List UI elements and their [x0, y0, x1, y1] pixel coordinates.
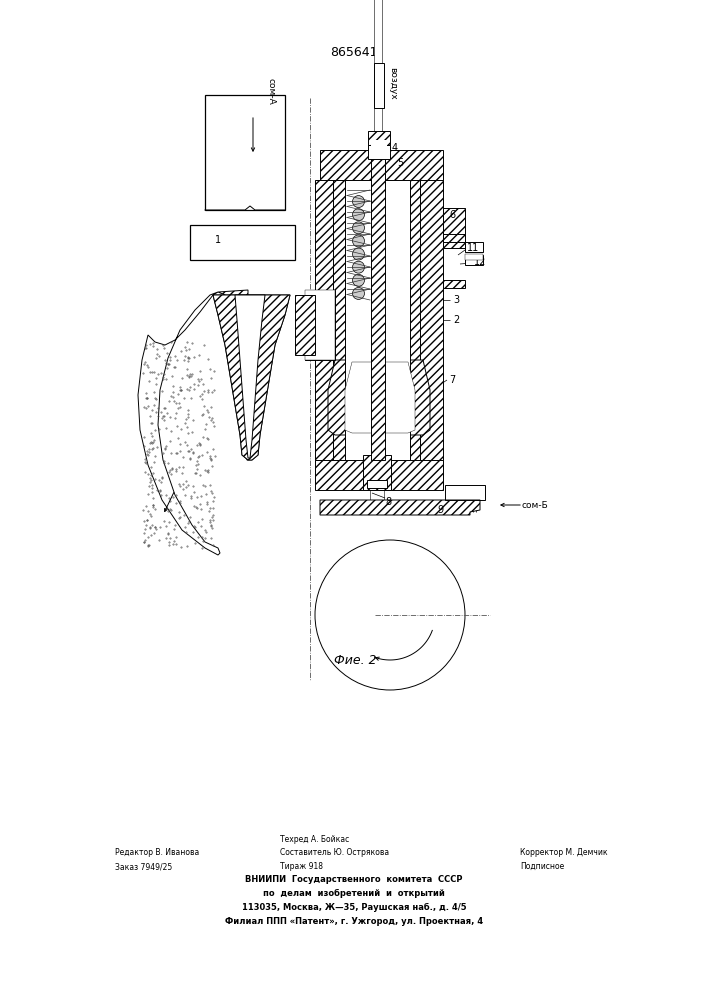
- Text: 2: 2: [453, 315, 459, 325]
- Text: Техред А. Бойкас: Техред А. Бойкас: [280, 835, 349, 844]
- Bar: [443, 280, 465, 288]
- Text: Составитель Ю. Острякова: Составитель Ю. Острякова: [280, 848, 389, 857]
- Text: 7: 7: [449, 375, 455, 385]
- Text: сом-А: сом-А: [267, 78, 276, 105]
- Bar: [465, 254, 483, 260]
- Circle shape: [353, 196, 365, 208]
- Circle shape: [353, 287, 365, 299]
- Text: Тираж 918: Тираж 918: [280, 862, 323, 871]
- Text: 3: 3: [453, 295, 459, 305]
- Bar: [443, 208, 465, 248]
- Bar: [374, 63, 384, 108]
- Bar: [367, 480, 387, 488]
- Text: 4: 4: [392, 143, 398, 153]
- Text: 9: 9: [437, 505, 443, 515]
- Bar: [371, 140, 387, 148]
- Text: ВНИИПИ  Государственного  комитета  СССР: ВНИИПИ Государственного комитета СССР: [245, 875, 463, 884]
- Circle shape: [353, 209, 365, 221]
- Bar: [445, 485, 485, 500]
- Polygon shape: [345, 362, 415, 433]
- Circle shape: [353, 261, 365, 273]
- Text: 12: 12: [474, 257, 486, 267]
- Text: 8: 8: [385, 497, 391, 507]
- Text: Корректор М. Демчик: Корректор М. Демчик: [520, 848, 607, 857]
- Circle shape: [353, 235, 365, 247]
- Polygon shape: [333, 180, 345, 460]
- Circle shape: [353, 222, 365, 234]
- Bar: [465, 255, 483, 265]
- Text: 11: 11: [467, 243, 479, 253]
- Text: 865641: 865641: [330, 45, 378, 58]
- Text: Подписное: Подписное: [520, 862, 564, 871]
- Circle shape: [353, 248, 365, 260]
- Polygon shape: [371, 155, 385, 460]
- Bar: [190, 225, 295, 260]
- Text: 5: 5: [397, 158, 403, 168]
- Bar: [465, 242, 483, 252]
- Bar: [374, 0, 382, 158]
- Bar: [345, 180, 410, 460]
- Polygon shape: [295, 295, 315, 355]
- Polygon shape: [315, 180, 333, 460]
- Text: 1: 1: [215, 235, 221, 245]
- Polygon shape: [410, 180, 420, 460]
- Bar: [363, 455, 391, 490]
- Polygon shape: [368, 145, 390, 159]
- Polygon shape: [218, 290, 248, 460]
- Polygon shape: [420, 180, 443, 460]
- Text: 6: 6: [449, 210, 455, 220]
- Polygon shape: [213, 295, 290, 460]
- Polygon shape: [315, 460, 443, 490]
- Polygon shape: [305, 290, 335, 360]
- Circle shape: [353, 274, 365, 286]
- Text: Заказ 7949/25: Заказ 7949/25: [115, 862, 173, 871]
- Text: 113035, Москва, Ж—35, Раушская наб., д. 4/5: 113035, Москва, Ж—35, Раушская наб., д. …: [242, 903, 467, 912]
- Polygon shape: [213, 295, 290, 460]
- Polygon shape: [320, 500, 480, 515]
- Text: Редактор В. Иванова: Редактор В. Иванова: [115, 848, 199, 857]
- Polygon shape: [328, 360, 430, 435]
- Text: по  делам  изобретений  и  открытий: по делам изобретений и открытий: [263, 889, 445, 898]
- Bar: [443, 234, 465, 242]
- Polygon shape: [138, 292, 220, 555]
- Text: воздух: воздух: [389, 67, 397, 99]
- Text: Филиал ППП «Патент», г. Ужгород, ул. Проектная, 4: Филиал ППП «Патент», г. Ужгород, ул. Про…: [225, 917, 483, 926]
- Polygon shape: [235, 295, 265, 458]
- Polygon shape: [320, 150, 443, 180]
- Text: Фие. 2: Фие. 2: [334, 654, 376, 666]
- Text: сом-Б: сом-Б: [522, 500, 549, 510]
- Polygon shape: [305, 290, 335, 360]
- Bar: [205, 95, 285, 210]
- Bar: [368, 131, 390, 145]
